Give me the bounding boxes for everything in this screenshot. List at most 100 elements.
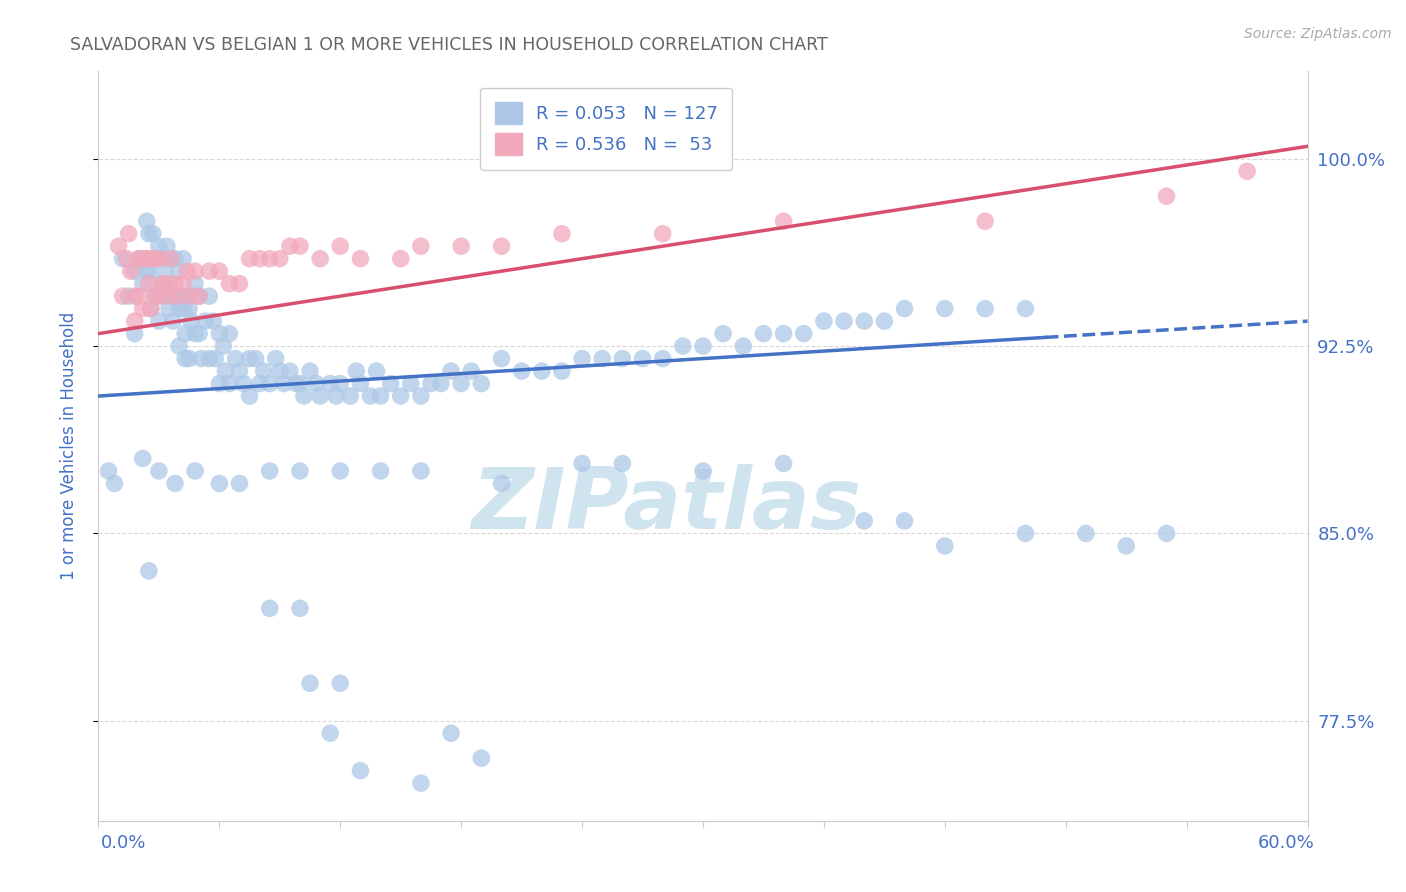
Point <box>214 364 236 378</box>
Legend: R = 0.053   N = 127, R = 0.536   N =  53: R = 0.053 N = 127, R = 0.536 N = 53 <box>479 88 733 169</box>
Point <box>752 326 775 341</box>
Point <box>172 277 194 291</box>
Point <box>184 277 207 291</box>
Point <box>339 389 361 403</box>
Point <box>132 252 155 266</box>
Point <box>176 289 198 303</box>
Point <box>218 277 240 291</box>
Point <box>170 289 193 303</box>
Point <box>450 239 472 253</box>
Point <box>239 389 262 403</box>
Point <box>142 227 165 241</box>
Point <box>198 264 221 278</box>
Point <box>208 376 231 391</box>
Point <box>156 239 179 253</box>
Point <box>135 264 157 278</box>
Point <box>172 252 194 266</box>
Point <box>692 339 714 353</box>
Point <box>128 289 150 303</box>
Point <box>832 314 855 328</box>
Point <box>460 364 482 378</box>
Point <box>409 776 432 790</box>
Text: ZIPatlas: ZIPatlas <box>471 465 862 548</box>
Point <box>190 351 212 366</box>
Text: Source: ZipAtlas.com: Source: ZipAtlas.com <box>1244 27 1392 41</box>
Point <box>259 376 281 391</box>
Point <box>148 252 170 266</box>
Point <box>118 227 141 241</box>
Point <box>470 751 492 765</box>
Point <box>184 326 207 341</box>
Text: 60.0%: 60.0% <box>1258 834 1315 852</box>
Point <box>174 326 197 341</box>
Point <box>111 289 134 303</box>
Point <box>148 464 170 478</box>
Point <box>162 314 184 328</box>
Point <box>138 227 160 241</box>
Point <box>160 252 183 266</box>
Point <box>128 252 150 266</box>
Point <box>470 376 492 391</box>
Point <box>380 376 402 391</box>
Point <box>399 376 422 391</box>
Point <box>124 314 146 328</box>
Point <box>174 351 197 366</box>
Point <box>319 376 342 391</box>
Point <box>139 301 162 316</box>
Point <box>163 289 186 303</box>
Point <box>591 351 613 366</box>
Point <box>389 389 412 403</box>
Point <box>249 252 271 266</box>
Point <box>228 476 250 491</box>
Point <box>288 239 311 253</box>
Point <box>299 676 322 690</box>
Point <box>409 464 432 478</box>
Point <box>153 277 176 291</box>
Point <box>167 289 190 303</box>
Point <box>772 457 794 471</box>
Point <box>148 277 170 291</box>
Point <box>167 264 190 278</box>
Point <box>551 227 574 241</box>
Point <box>148 289 170 303</box>
Point <box>309 389 332 403</box>
Point <box>278 364 301 378</box>
Point <box>319 726 342 740</box>
Text: SALVADORAN VS BELGIAN 1 OR MORE VEHICLES IN HOUSEHOLD CORRELATION CHART: SALVADORAN VS BELGIAN 1 OR MORE VEHICLES… <box>70 36 828 54</box>
Point <box>132 277 155 291</box>
Point <box>733 339 755 353</box>
Point <box>329 464 352 478</box>
Point <box>360 389 382 403</box>
Point <box>612 351 634 366</box>
Point <box>329 676 352 690</box>
Point <box>1014 301 1036 316</box>
Point <box>349 252 371 266</box>
Point <box>329 376 352 391</box>
Point <box>284 376 307 391</box>
Point <box>118 289 141 303</box>
Point <box>163 277 186 291</box>
Point <box>143 252 166 266</box>
Point <box>264 351 287 366</box>
Point <box>269 252 291 266</box>
Point <box>148 239 170 253</box>
Point <box>772 326 794 341</box>
Point <box>198 289 221 303</box>
Point <box>893 514 915 528</box>
Point <box>132 451 155 466</box>
Point <box>188 289 211 303</box>
Point <box>208 476 231 491</box>
Point <box>813 314 835 328</box>
Point <box>132 252 155 266</box>
Point <box>157 289 180 303</box>
Point <box>208 326 231 341</box>
Point <box>366 364 388 378</box>
Point <box>288 464 311 478</box>
Point <box>135 214 157 228</box>
Point <box>772 214 794 228</box>
Point <box>571 351 593 366</box>
Point <box>179 301 201 316</box>
Point <box>259 252 281 266</box>
Point <box>530 364 553 378</box>
Point <box>551 364 574 378</box>
